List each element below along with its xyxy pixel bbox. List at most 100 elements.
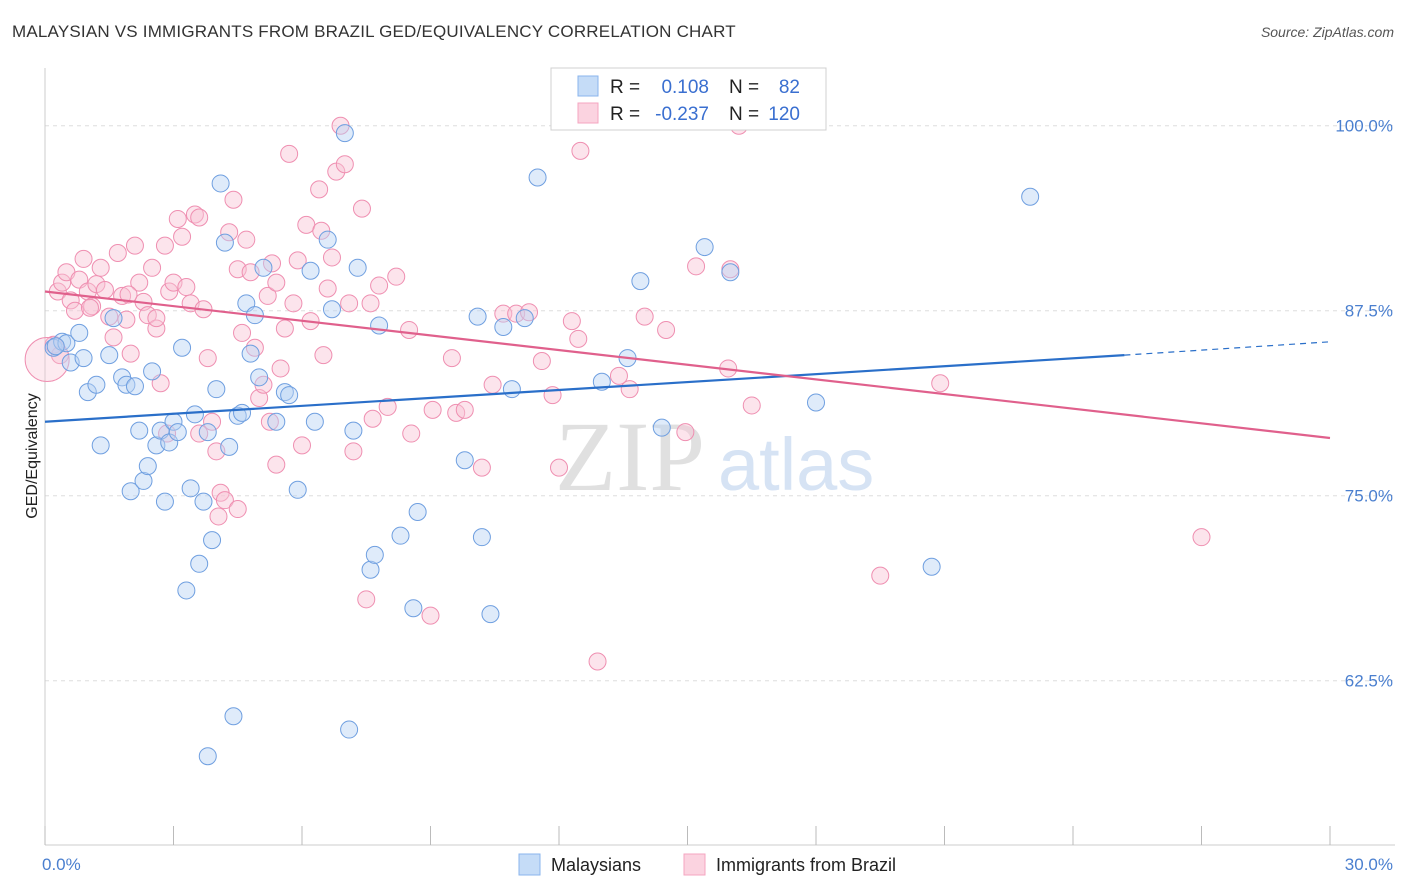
data-point	[46, 337, 65, 356]
data-point	[370, 276, 389, 295]
data-point	[80, 298, 99, 317]
data-point	[288, 251, 307, 270]
data-point	[391, 526, 410, 545]
data-point	[322, 248, 341, 267]
data-point	[220, 437, 239, 456]
data-point	[61, 291, 80, 310]
data-point	[297, 215, 316, 234]
y-axis-label: GED/Equivalency	[24, 393, 41, 518]
data-point	[284, 294, 303, 313]
data-point	[211, 174, 230, 193]
data-point	[143, 362, 162, 381]
data-point	[198, 423, 217, 442]
y-tick-label: 75.0%	[1345, 487, 1393, 506]
data-point	[507, 304, 526, 323]
bottom-legend-label-malaysians: Malaysians	[551, 855, 641, 875]
data-point	[314, 346, 333, 365]
data-point	[322, 300, 341, 319]
data-point	[742, 396, 761, 415]
data-point	[468, 307, 487, 326]
data-point	[125, 377, 144, 396]
data-point	[194, 492, 213, 511]
data-point	[57, 334, 76, 353]
data-point	[275, 319, 294, 338]
series-malaysians	[44, 124, 1040, 766]
data-point	[263, 254, 282, 273]
data-point	[1021, 187, 1040, 206]
data-point	[134, 471, 153, 490]
data-point	[532, 352, 551, 371]
chart-title: MALAYSIAN VS IMMIGRANTS FROM BRAZIL GED/…	[12, 22, 736, 41]
y-tick-label: 100.0%	[1335, 117, 1393, 136]
data-point	[363, 409, 382, 428]
data-point	[198, 349, 217, 368]
data-point	[721, 263, 740, 282]
data-point	[185, 405, 204, 424]
data-point	[402, 424, 421, 443]
data-point	[260, 412, 279, 431]
data-point	[931, 374, 950, 393]
data-point	[74, 349, 93, 368]
data-point	[365, 545, 384, 564]
legend-swatch-malaysians	[577, 75, 599, 97]
data-point	[138, 457, 157, 476]
data-point	[130, 273, 149, 292]
data-point	[318, 230, 337, 249]
data-point	[181, 479, 200, 498]
data-point	[922, 557, 941, 576]
data-point	[173, 227, 192, 246]
data-point	[100, 346, 119, 365]
data-point	[267, 273, 286, 292]
data-point	[370, 316, 389, 335]
data-point	[312, 221, 331, 240]
data-point	[344, 421, 363, 440]
data-point	[250, 368, 269, 387]
data-point	[280, 386, 299, 405]
data-point	[271, 359, 290, 378]
data-point	[119, 285, 138, 304]
legend-swatch-brazil	[577, 102, 599, 124]
data-point	[571, 141, 590, 160]
watermark-zip: ZIP	[555, 401, 705, 512]
data-point	[104, 328, 123, 347]
grid-lines	[45, 125, 1395, 682]
data-point	[190, 554, 209, 573]
legend-box: R = 0.108 N = 82 R = -0.237 N = 120	[550, 67, 827, 131]
legend-r-value-1: 0.108	[661, 77, 709, 98]
data-point	[687, 257, 706, 276]
series-immigrants-from-brazil	[24, 116, 1211, 671]
y-tick-label: 62.5%	[1345, 672, 1393, 691]
data-point	[494, 318, 513, 336]
data-point	[494, 304, 513, 323]
data-point	[387, 267, 406, 286]
data-point	[155, 236, 174, 255]
data-point	[233, 403, 252, 422]
data-point	[95, 281, 114, 299]
data-point	[652, 418, 671, 437]
data-point	[173, 338, 192, 357]
data-point	[318, 279, 337, 298]
data-point	[267, 455, 286, 474]
data-point	[807, 393, 825, 412]
data-point	[258, 286, 277, 305]
data-point	[361, 294, 380, 313]
data-point	[224, 190, 243, 209]
data-point	[147, 319, 166, 338]
data-point	[143, 258, 162, 277]
data-point	[472, 528, 491, 547]
bottom-legend-swatch-brazil	[683, 853, 706, 876]
axes	[44, 68, 1395, 846]
trend-line-brazil	[44, 290, 1331, 440]
data-point	[280, 144, 299, 163]
data-point	[117, 310, 136, 329]
data-point	[569, 329, 588, 348]
data-point	[421, 606, 440, 625]
data-point	[233, 323, 252, 342]
data-point	[91, 258, 110, 277]
data-point	[352, 199, 371, 218]
chart-source: Source: ZipAtlas.com	[1260, 24, 1394, 40]
legend-r-label-1: R =	[610, 77, 640, 98]
data-point	[241, 344, 260, 363]
data-point	[348, 258, 367, 277]
y-tick-labels: 100.0% 87.5% 75.0% 62.5%	[1335, 117, 1393, 691]
